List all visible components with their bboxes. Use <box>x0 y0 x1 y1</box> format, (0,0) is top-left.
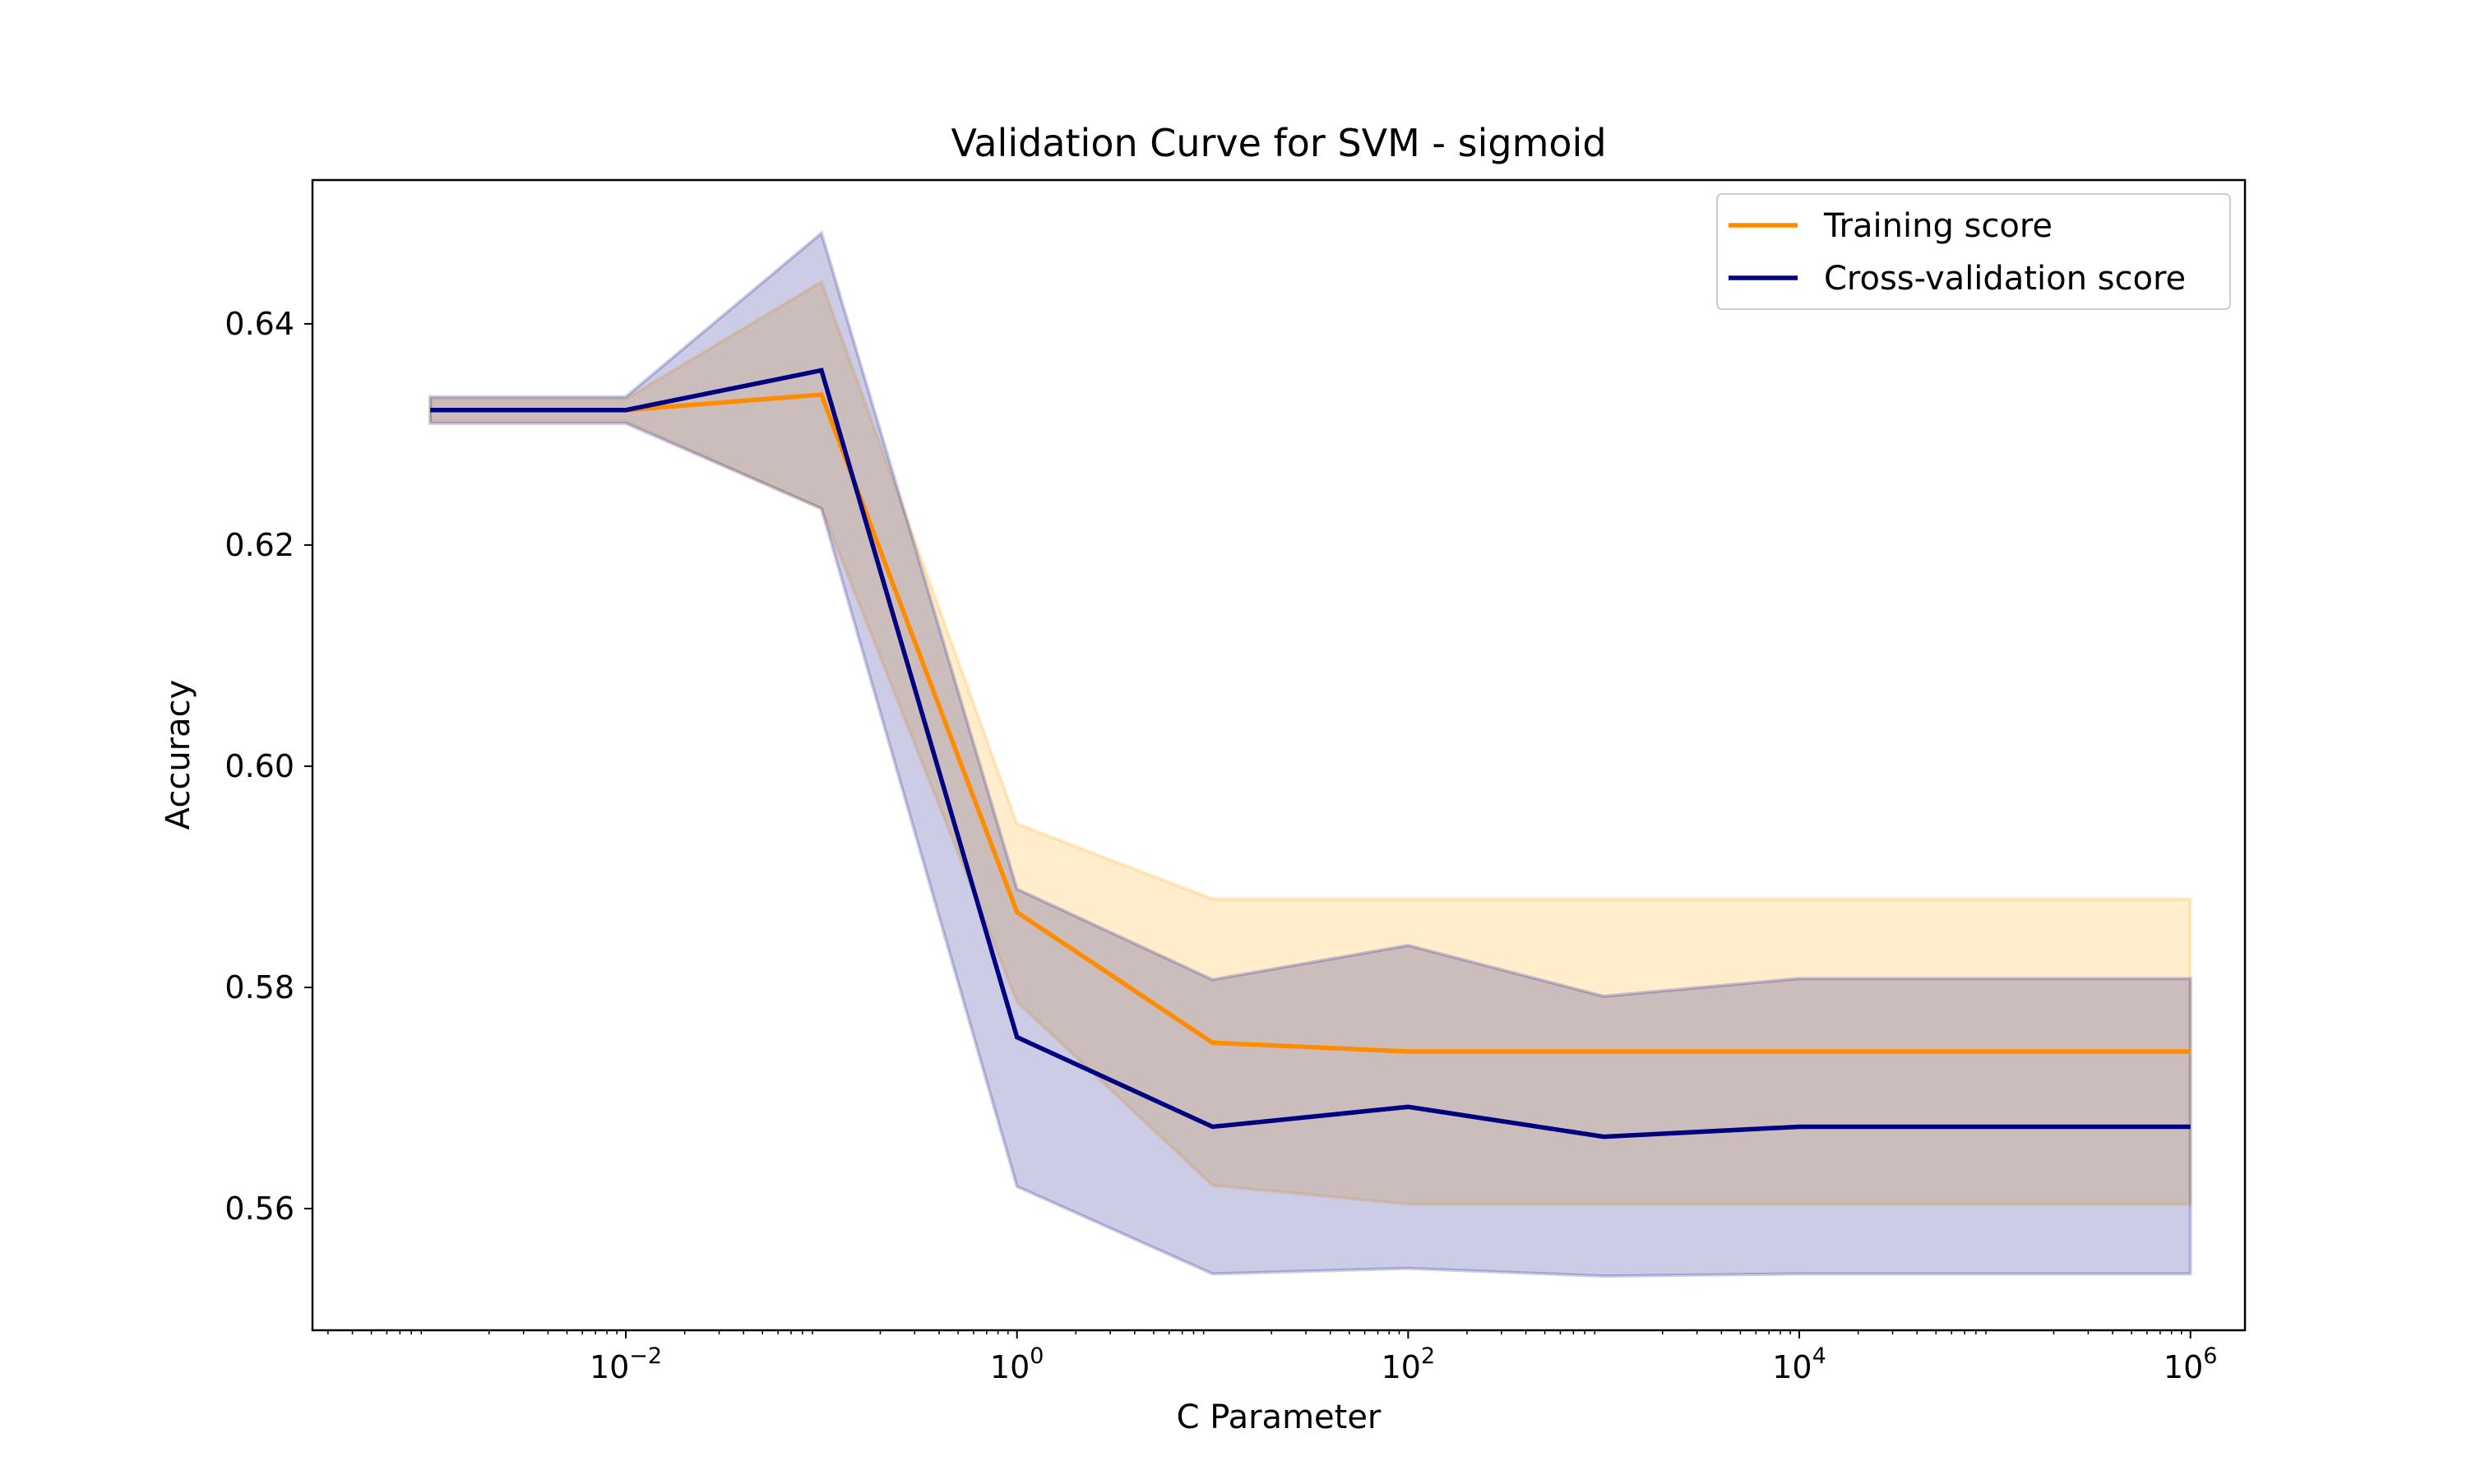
y-axis-label: Accuracy <box>160 680 197 830</box>
legend-label-1: Cross-validation score <box>1824 260 2186 298</box>
legend: Training score Cross-validation score <box>1717 194 2230 309</box>
legend-label-0: Training score <box>1823 207 2053 245</box>
y-tick-label-3: 0.62 <box>224 527 294 563</box>
y-tick-label-1: 0.58 <box>224 969 294 1006</box>
y-tick-label-4: 0.64 <box>224 306 294 342</box>
x-axis-label: C Parameter <box>1177 1398 1382 1436</box>
y-tick-label-0: 0.56 <box>224 1190 294 1227</box>
chart-title: Validation Curve for SVM - sigmoid <box>951 121 1606 165</box>
y-tick-label-2: 0.60 <box>224 748 294 784</box>
